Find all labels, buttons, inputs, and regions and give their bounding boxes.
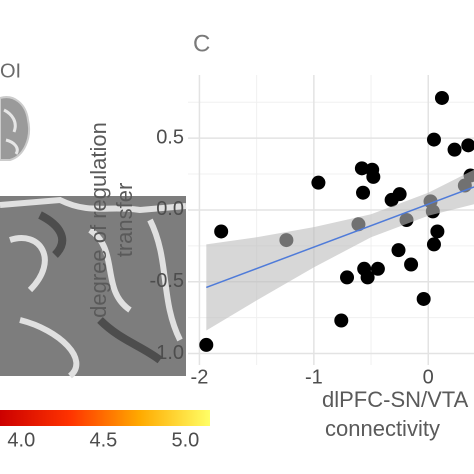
y-axis-label: degree of regulation xyxy=(86,122,111,318)
y-tick-label: -1.0 xyxy=(150,342,184,364)
point xyxy=(392,187,407,202)
y-tick-label: 0.0 xyxy=(156,198,184,220)
point xyxy=(434,90,449,105)
colorbar-tick-label: 4.5 xyxy=(89,429,117,451)
point xyxy=(416,291,431,306)
point xyxy=(334,313,349,328)
colorbar-tick-label: 4.0 xyxy=(7,429,35,451)
point xyxy=(356,185,371,200)
colorbar xyxy=(0,410,210,426)
x-axis-label: dlPFC-SN/VTA xyxy=(322,387,469,412)
x-tick-label: -1 xyxy=(305,366,323,388)
point xyxy=(391,243,406,258)
y-tick-label: 0.5 xyxy=(156,126,184,148)
point xyxy=(430,224,445,239)
point xyxy=(214,224,229,239)
confidence-band xyxy=(206,169,474,331)
point xyxy=(370,261,385,276)
point xyxy=(366,169,381,184)
x-axis-label: connectivity xyxy=(325,416,440,441)
y-axis-label: transfer xyxy=(112,183,137,258)
point xyxy=(199,337,214,352)
panel-label: C xyxy=(193,30,210,57)
y-tick-label: -0.5 xyxy=(150,270,184,292)
point xyxy=(461,138,474,153)
point xyxy=(447,142,462,157)
point xyxy=(354,161,369,176)
colorbar-tick-label: 5.0 xyxy=(171,429,199,451)
x-tick-label: -2 xyxy=(191,366,209,388)
point xyxy=(340,270,355,285)
point xyxy=(311,175,326,190)
point xyxy=(360,270,375,285)
x-tick-label: 0 xyxy=(423,366,434,388)
point xyxy=(426,237,441,252)
brain-images xyxy=(0,96,187,379)
regression-line xyxy=(206,186,474,289)
point xyxy=(404,257,419,272)
fragment-label: OI xyxy=(0,60,21,82)
point xyxy=(426,132,441,147)
